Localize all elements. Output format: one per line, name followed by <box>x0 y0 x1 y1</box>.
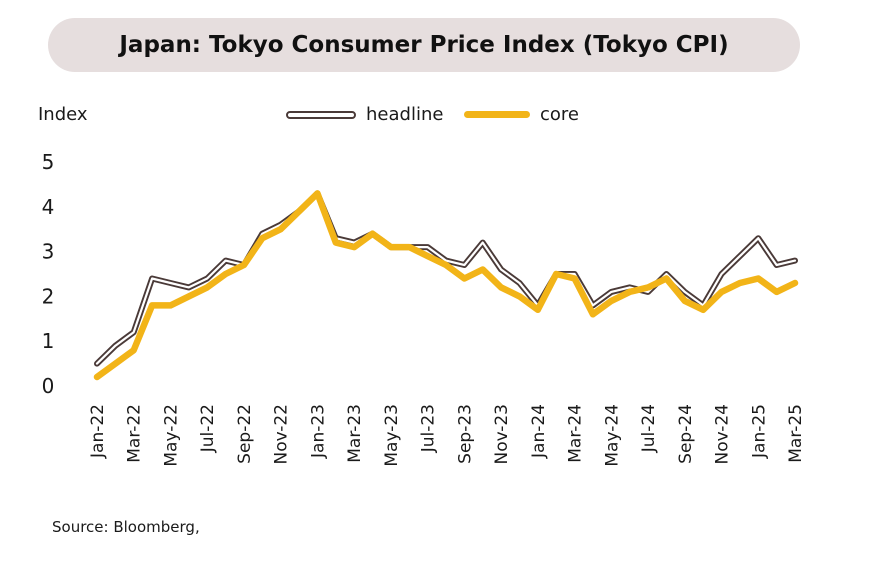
x-tick-label: Nov-22 <box>272 404 292 465</box>
x-tick-label: May-22 <box>161 404 181 467</box>
x-tick-label: May-24 <box>602 404 622 467</box>
x-tick-label: Mar-23 <box>345 404 365 463</box>
legend: headline core <box>0 102 870 130</box>
series-line-headline-inner <box>95 192 797 365</box>
legend-swatch-core <box>464 111 530 118</box>
y-tick-label: 3 <box>42 240 55 264</box>
legend-item-core: core <box>464 104 579 125</box>
x-tick-label: Sep-23 <box>455 404 475 464</box>
y-tick-label: 2 <box>42 284 55 308</box>
x-tick-label: Jul-24 <box>639 404 659 453</box>
x-tick-label: Jan-24 <box>529 404 549 459</box>
source-note: Source: Bloomberg, <box>52 518 200 536</box>
x-tick-label: Nov-23 <box>492 404 512 465</box>
y-tick-label: 0 <box>42 374 55 398</box>
x-tick-label: May-23 <box>382 404 402 467</box>
x-tick-label: Mar-25 <box>786 404 806 463</box>
legend-swatch-headline <box>286 110 356 119</box>
x-tick-label: Mar-22 <box>125 404 145 463</box>
x-tick-label: Mar-24 <box>566 404 586 463</box>
x-tick-label: Jul-23 <box>419 404 439 453</box>
y-tick-label: 5 <box>42 150 55 174</box>
y-tick-label: 4 <box>42 195 55 219</box>
legend-label-headline: headline <box>366 104 444 125</box>
x-tick-label: Sep-24 <box>676 404 696 464</box>
y-axis-label: Index <box>38 104 88 125</box>
x-tick-label: Jul-22 <box>198 404 218 453</box>
y-tick-label: 1 <box>42 329 55 353</box>
legend-label-core: core <box>540 104 579 125</box>
x-tick-label: Jan-25 <box>749 404 769 459</box>
x-tick-label: Nov-24 <box>713 404 733 465</box>
x-tick-label: Jan-22 <box>88 404 108 459</box>
chart-title-banner: Japan: Tokyo Consumer Price Index (Tokyo… <box>48 18 800 72</box>
legend-item-headline: headline <box>286 104 443 125</box>
series-line-headline <box>94 190 798 367</box>
x-tick-label: Jan-23 <box>308 404 328 459</box>
x-tick-label: Sep-22 <box>235 404 255 464</box>
series-line-core <box>93 190 799 381</box>
chart-title: Japan: Tokyo Consumer Price Index (Tokyo… <box>119 32 729 58</box>
